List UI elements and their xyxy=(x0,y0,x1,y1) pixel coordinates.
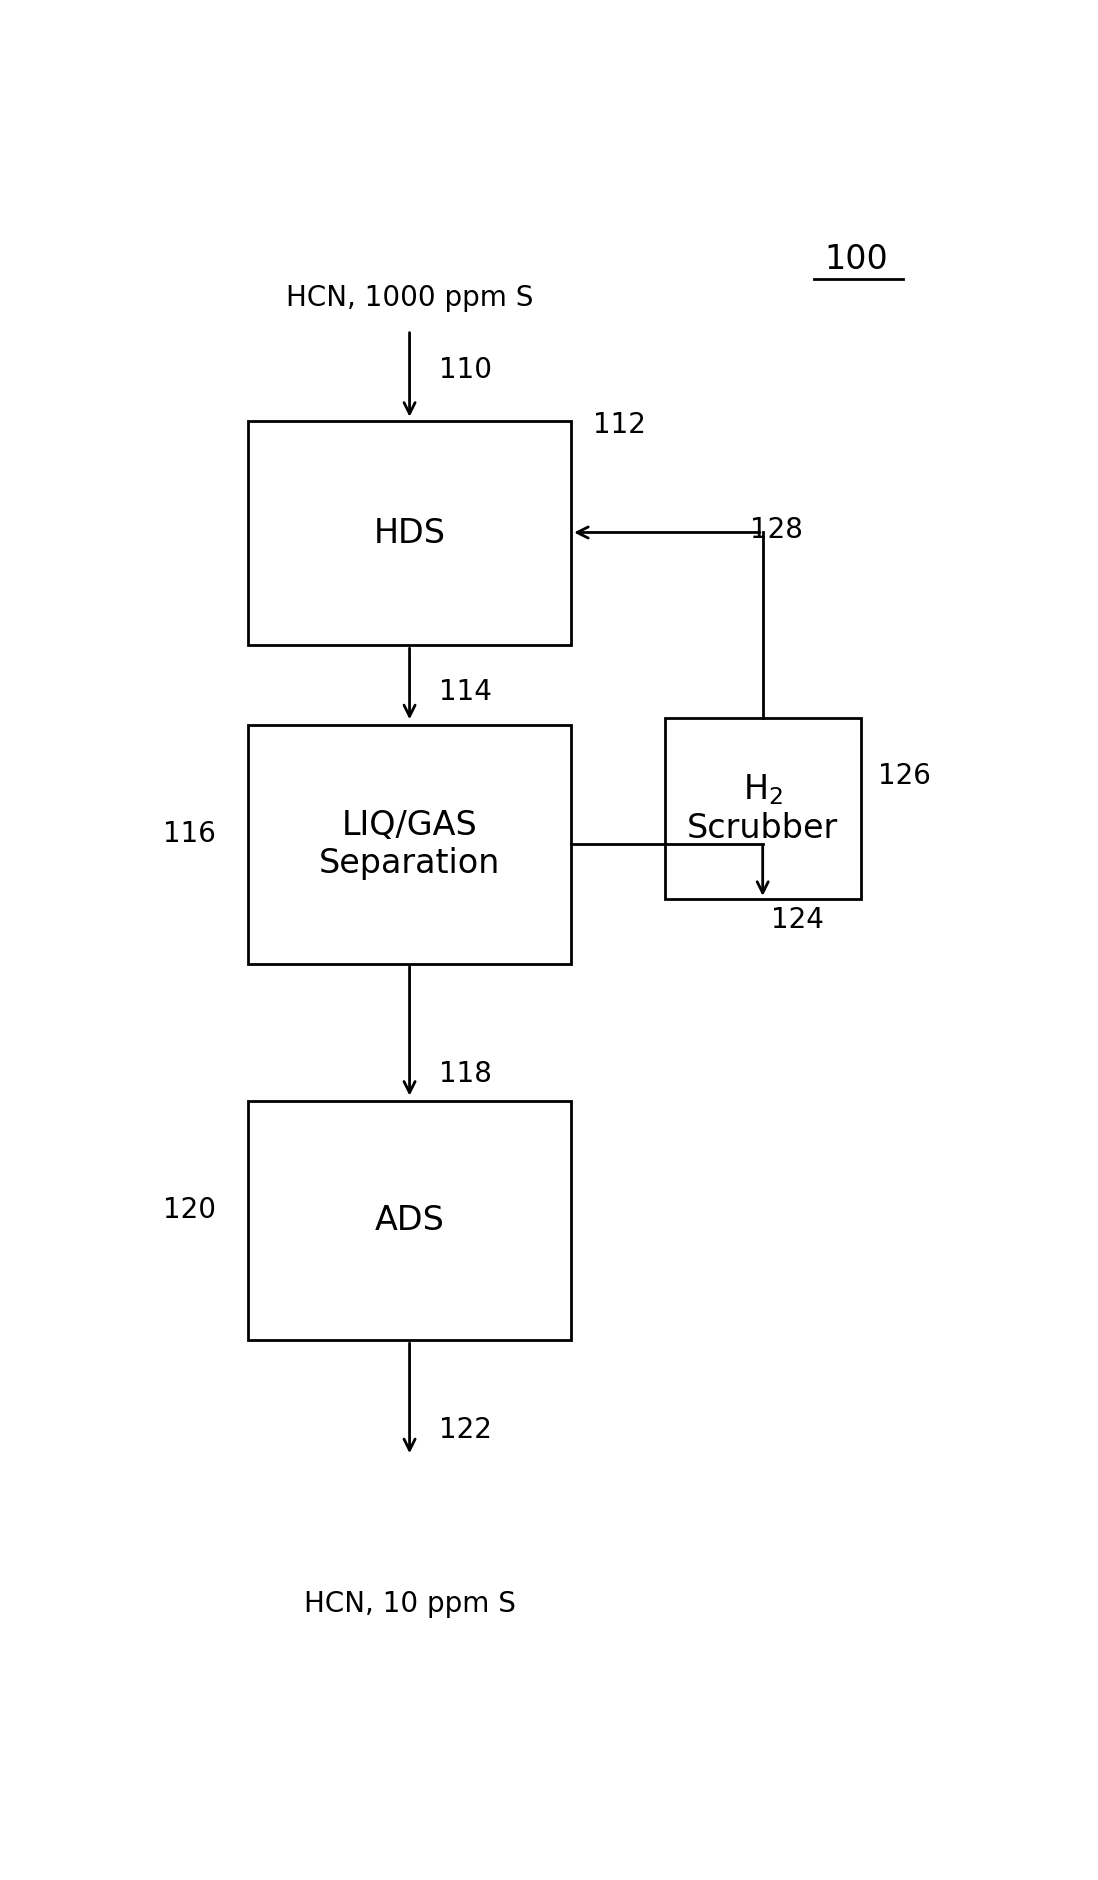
Text: ADS: ADS xyxy=(374,1205,445,1237)
Text: 126: 126 xyxy=(877,761,930,790)
Text: 110: 110 xyxy=(439,357,492,384)
Text: 128: 128 xyxy=(750,515,803,543)
Bar xyxy=(665,718,861,899)
Text: 120: 120 xyxy=(163,1196,216,1224)
Text: 124: 124 xyxy=(771,906,825,934)
Text: 116: 116 xyxy=(163,820,215,848)
Text: H$_2$
Scrubber: H$_2$ Scrubber xyxy=(687,773,839,844)
Text: 100: 100 xyxy=(825,243,888,276)
Text: 118: 118 xyxy=(439,1060,492,1089)
Bar xyxy=(248,421,571,645)
Text: 114: 114 xyxy=(439,677,492,705)
Text: HCN, 10 ppm S: HCN, 10 ppm S xyxy=(304,1590,515,1619)
Text: 122: 122 xyxy=(439,1416,492,1444)
Bar xyxy=(248,1102,571,1340)
Text: 112: 112 xyxy=(593,412,646,440)
Text: LIQ/GAS
Separation: LIQ/GAS Separation xyxy=(318,808,501,880)
Text: HDS: HDS xyxy=(373,517,446,549)
Bar xyxy=(248,726,571,964)
Text: HCN, 1000 ppm S: HCN, 1000 ppm S xyxy=(285,284,534,312)
